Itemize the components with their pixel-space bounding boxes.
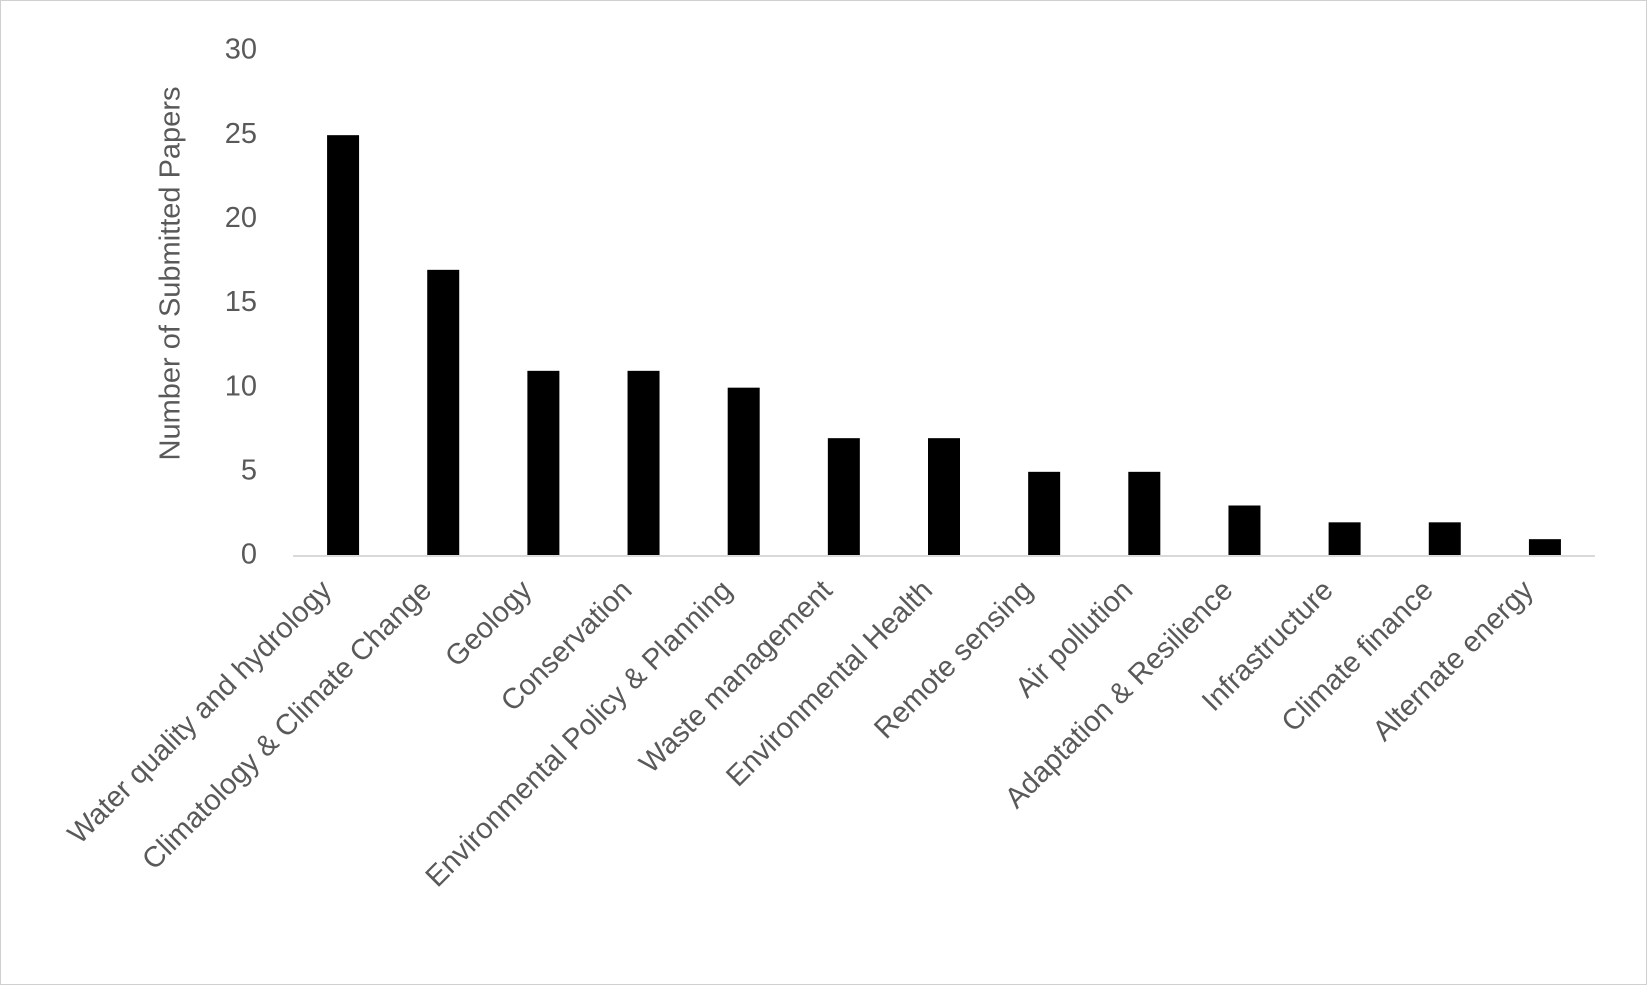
bar [1428,522,1461,556]
bar [1128,471,1161,556]
bar [727,387,760,556]
y-tick-labels: 0 5 10 15 20 25 30 [225,34,257,571]
bar [827,438,860,556]
y-tick-label: 10 [225,370,257,402]
bar [1228,505,1261,556]
y-tick-label: 5 [241,454,257,486]
y-tick-label: 0 [241,539,257,571]
bar [427,269,460,556]
bar [1328,522,1361,556]
bar [1028,471,1061,556]
y-axis-title: Number of Submitted Papers [155,87,187,461]
bar [1528,539,1561,556]
bars [327,135,1561,556]
bar [527,370,560,556]
bar [327,135,360,556]
y-tick-label: 15 [225,286,257,318]
y-tick-label: 25 [225,118,257,150]
category-label: Geology [439,574,538,673]
bar [627,370,660,556]
y-tick-label: 30 [225,34,257,66]
category-label: Waste management [633,574,838,779]
y-tick-label: 20 [225,202,257,234]
bar [928,438,960,556]
